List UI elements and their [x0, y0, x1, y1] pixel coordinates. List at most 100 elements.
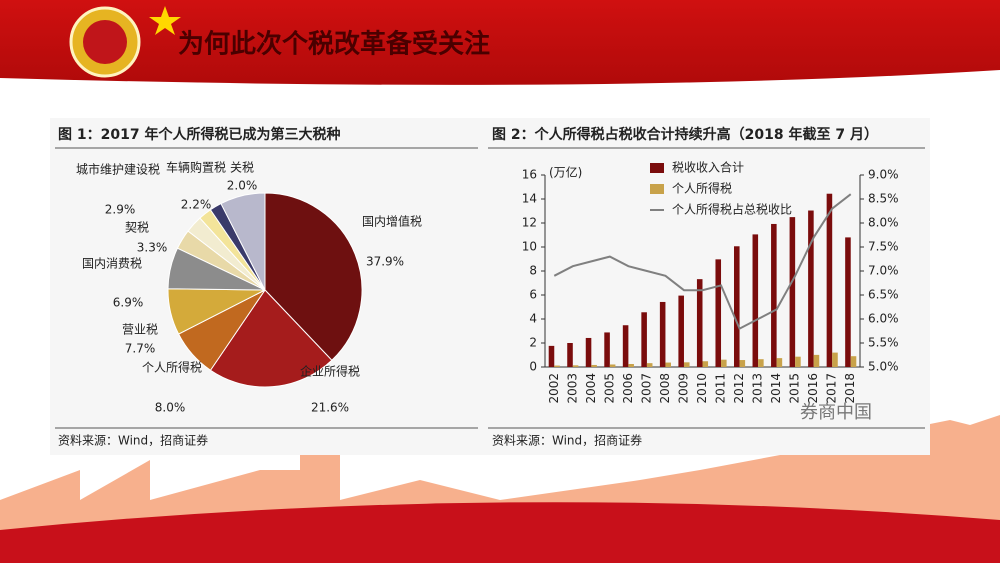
y2-tick-label: 8.0% [868, 216, 899, 230]
x-tick-label: 2008 [658, 373, 672, 404]
bar [646, 363, 653, 367]
bar [832, 352, 838, 367]
value-label: 2.2% [181, 198, 212, 212]
bar [734, 246, 740, 367]
y-tick-label: 4 [529, 312, 537, 326]
bar [622, 325, 629, 367]
bar [572, 365, 579, 367]
x-tick-label: 2004 [584, 373, 598, 404]
bottom-band [0, 502, 1000, 563]
pie-slice [209, 289, 333, 388]
bar [721, 359, 727, 367]
page-title: 为何此次个税改革备受关注 [178, 29, 490, 60]
bar [604, 332, 610, 367]
bar [715, 259, 722, 367]
y2-tick-label: 8.5% [868, 192, 899, 206]
bar [554, 365, 560, 367]
value-label: 2.0% [227, 179, 258, 193]
slice-label: 个人所得税 [142, 360, 202, 375]
watermark: 券商中国 [800, 402, 872, 423]
line [553, 193, 852, 330]
y2-tick-label: 5.0% [868, 360, 899, 374]
x-tick-label: 2013 [751, 373, 765, 404]
y-tick-label: 10 [522, 240, 537, 254]
value-label: 3.3% [137, 241, 168, 255]
chart-title: 图 1：2017 年个人所得税已成为第三大税种 [58, 126, 340, 143]
x-tick-label: 2014 [769, 373, 783, 404]
bar [808, 210, 814, 367]
bar [739, 360, 746, 367]
bar [585, 337, 592, 367]
slice-label: 城市维护建设税 [76, 162, 160, 177]
y-tick-label: 2 [529, 336, 537, 350]
bar [665, 362, 671, 367]
slice-label: 契税 [125, 221, 149, 235]
emblem-inner [83, 20, 127, 64]
slice-label: 企业所得税 [300, 364, 360, 379]
x-tick-label: 2018 [843, 373, 857, 404]
y2-tick-label: 7.5% [868, 240, 899, 254]
y-tick-label: 12 [522, 216, 537, 230]
bar [826, 193, 833, 367]
slice-label: 车辆购置税 [166, 160, 226, 175]
slice-label: 国内增值税 [362, 214, 422, 229]
bar [683, 362, 690, 367]
bar [813, 354, 820, 367]
chart-title: 图 2：个人所得税占税收合计持续升高（2018 年截至 7 月） [492, 126, 878, 143]
x-tick-label: 2010 [695, 373, 709, 404]
value-label: 21.6% [311, 401, 349, 415]
top-band [0, 0, 1000, 85]
bar [845, 237, 851, 367]
slice-label: 关税 [230, 161, 254, 175]
x-tick-label: 2016 [806, 373, 820, 404]
bar [641, 312, 647, 367]
y-axis-label: (万亿) [549, 165, 582, 180]
legend-label: 个人所得税占总税收比 [672, 202, 792, 217]
bar [659, 301, 666, 367]
x-tick-label: 2017 [825, 373, 839, 404]
bar [678, 295, 684, 367]
legend-swatch [650, 163, 664, 173]
bar [548, 345, 555, 367]
bar [609, 364, 616, 367]
x-tick-label: 2002 [547, 373, 561, 404]
bar [795, 356, 801, 367]
y2-tick-label: 6.5% [868, 288, 899, 302]
pie-slice [220, 192, 266, 291]
bar [771, 223, 777, 367]
bar [758, 359, 764, 367]
source: 资料来源：Wind，招商证券 [58, 433, 208, 448]
y-tick-label: 8 [529, 264, 537, 278]
bar [752, 234, 759, 367]
value-label: 7.7% [125, 342, 156, 356]
y2-tick-label: 7.0% [868, 264, 899, 278]
pie-slice [264, 192, 363, 361]
y-tick-label: 16 [522, 168, 537, 182]
y2-tick-label: 5.5% [868, 336, 899, 350]
value-label: 6.9% [113, 296, 144, 310]
bar [696, 279, 703, 367]
legend-swatch [650, 184, 664, 194]
x-tick-label: 2009 [676, 373, 690, 404]
bar [850, 356, 857, 367]
slice-label: 国内消费税 [82, 257, 142, 271]
x-tick-label: 2011 [714, 373, 728, 404]
bar [776, 358, 783, 367]
y2-tick-label: 9.0% [868, 168, 899, 182]
bar [628, 364, 634, 367]
y-tick-label: 14 [522, 192, 537, 206]
bar [702, 361, 709, 367]
star [149, 6, 181, 35]
bar [567, 343, 573, 367]
y-tick-label: 0 [529, 360, 537, 374]
x-tick-label: 2007 [639, 373, 653, 404]
x-tick-label: 2006 [621, 373, 635, 404]
slice-label: 营业税 [122, 323, 158, 337]
y-tick-label: 6 [529, 288, 537, 302]
bar [591, 364, 597, 367]
legend-label: 税收收入合计 [672, 160, 744, 175]
source: 资料来源：Wind，招商证券 [492, 433, 642, 448]
value-label: 8.0% [155, 401, 186, 415]
x-tick-label: 2015 [788, 373, 802, 404]
